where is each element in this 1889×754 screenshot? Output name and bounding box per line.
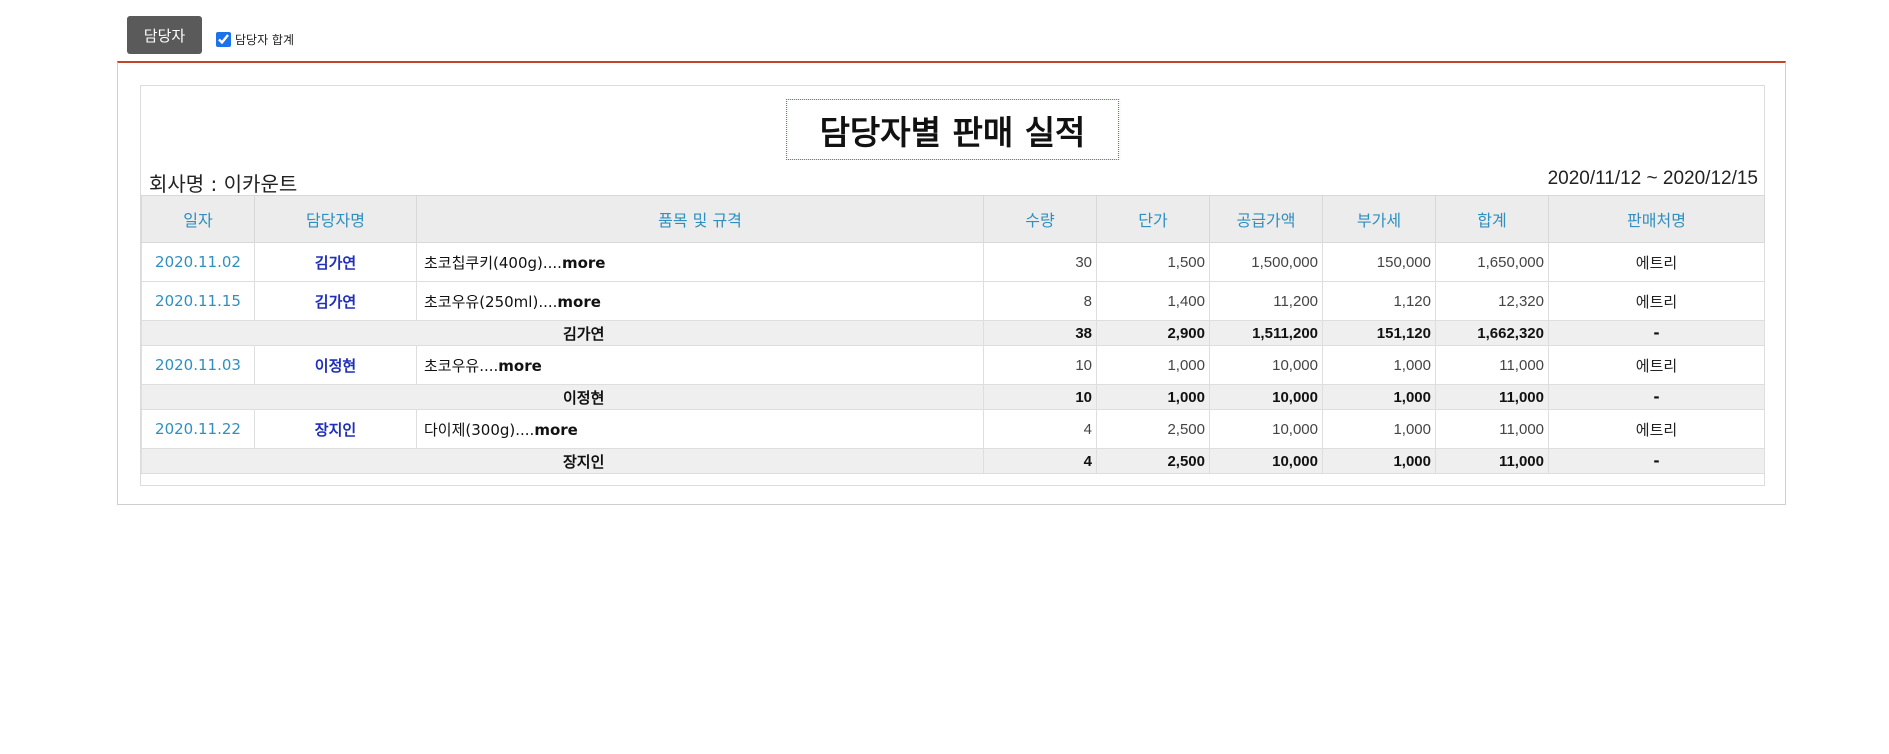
col-total: 합계 [1435,195,1549,243]
col-price: 단가 [1096,195,1210,243]
table-row: 2020.11.03 이정현 초코우유....more 10 1,000 10,… [141,345,1765,385]
row-total: 11,000 [1435,345,1549,385]
row-vat: 1,000 [1322,409,1436,449]
row-supply: 10,000 [1209,345,1323,385]
row-item: 초코우유....more [416,345,984,385]
manager-total-checkbox[interactable] [216,31,231,47]
more-link[interactable]: more [561,253,606,272]
col-date: 일자 [141,195,255,243]
subtotal-total: 11,000 [1435,448,1549,474]
row-supply: 11,200 [1209,281,1323,321]
subtotal-label: 장지인 [563,452,605,471]
col-supply: 공급가액 [1209,195,1323,243]
subtotal-vat: 1,000 [1322,384,1436,410]
row-customer: 에트리 [1548,242,1765,282]
row-manager-link[interactable]: 장지인 [254,409,417,449]
subtotal-label: 김가연 [563,324,605,343]
manager-total-toggle[interactable]: 담당자 합계 [216,31,294,48]
subtotal-qty: 10 [983,384,1097,410]
row-supply: 10,000 [1209,409,1323,449]
row-price: 1,500 [1096,242,1210,282]
toolbar: 담당자 담당자 합계 [127,16,294,54]
subtotal-supply: 10,000 [1209,448,1323,474]
row-price: 2,500 [1096,409,1210,449]
subtotal-supply: 1,511,200 [1209,320,1323,346]
subtotal-price: 1,000 [1096,384,1210,410]
row-price: 1,400 [1096,281,1210,321]
subtotal-vat: 1,000 [1322,448,1436,474]
row-manager-link[interactable]: 이정현 [254,345,417,385]
row-vat: 1,120 [1322,281,1436,321]
col-customer: 판매처명 [1548,195,1765,243]
row-supply: 1,500,000 [1209,242,1323,282]
subtotal-vat: 151,120 [1322,320,1436,346]
row-qty: 10 [983,345,1097,385]
row-total: 12,320 [1435,281,1549,321]
row-manager-link[interactable]: 김가연 [254,281,417,321]
subtotal-customer: - [1548,448,1765,474]
row-qty: 8 [983,281,1097,321]
row-price: 1,000 [1096,345,1210,385]
subtotal-supply: 10,000 [1209,384,1323,410]
subtotal-row: 김가연 38 2,900 1,511,200 151,120 1,662,320… [141,320,1765,346]
subtotal-label-cell: 김가연 [141,320,984,346]
col-vat: 부가세 [1322,195,1436,243]
report-panel: 담당자별 판매 실적 회사명 : 이카운트 2020/11/12 ~ 2020/… [117,61,1786,505]
subtotal-row: 이정현 10 1,000 10,000 1,000 11,000 - [141,384,1765,410]
manager-button[interactable]: 담당자 [127,16,202,54]
row-item: 다이제(300g)....more [416,409,984,449]
subtotal-customer: - [1548,320,1765,346]
table-header-row: 일자 담당자명 품목 및 규격 수량 단가 공급가액 부가세 합계 판매처명 [141,195,1765,243]
subtotal-total: 11,000 [1435,384,1549,410]
row-customer: 에트리 [1548,281,1765,321]
more-link[interactable]: more [498,356,542,375]
report-period: 2020/11/12 ~ 2020/12/15 [1547,168,1758,189]
more-link[interactable]: more [534,420,578,439]
subtotal-label-cell: 장지인 [141,448,984,474]
row-vat: 1,000 [1322,345,1436,385]
table-row: 2020.11.22 장지인 다이제(300g)....more 4 2,500… [141,409,1765,449]
row-item: 초코우유(250ml)....more [416,281,984,321]
table-row: 2020.11.02 김가연 초코칩쿠키(400g)....more 30 1,… [141,242,1765,282]
subtotal-label-cell: 이정현 [141,384,984,410]
row-date-link[interactable]: 2020.11.22 [141,409,255,449]
subtotal-customer: - [1548,384,1765,410]
row-customer: 에트리 [1548,345,1765,385]
row-date-link[interactable]: 2020.11.03 [141,345,255,385]
col-item: 품목 및 규격 [416,195,984,243]
row-qty: 4 [983,409,1097,449]
company-name: 회사명 : 이카운트 [149,172,298,196]
row-manager-link[interactable]: 김가연 [254,242,417,282]
row-customer: 에트리 [1548,409,1765,449]
item-name: 초코우유(250ml).... [424,292,558,311]
subtotal-qty: 4 [983,448,1097,474]
subtotal-label: 이정현 [563,388,605,407]
row-vat: 150,000 [1322,242,1436,282]
subtotal-qty: 38 [983,320,1097,346]
row-qty: 30 [983,242,1097,282]
col-manager: 담당자명 [254,195,417,243]
col-qty: 수량 [983,195,1097,243]
sales-table: 일자 담당자명 품목 및 규격 수량 단가 공급가액 부가세 합계 판매처명 2… [141,195,1765,474]
row-total: 1,650,000 [1435,242,1549,282]
item-name: 초코칩쿠키(400g).... [424,253,562,272]
item-name: 다이제(300g).... [424,420,535,439]
subtotal-row: 장지인 4 2,500 10,000 1,000 11,000 - [141,448,1765,474]
subtotal-price: 2,900 [1096,320,1210,346]
report-sheet: 담당자별 판매 실적 회사명 : 이카운트 2020/11/12 ~ 2020/… [140,85,1765,486]
table-row: 2020.11.15 김가연 초코우유(250ml)....more 8 1,4… [141,281,1765,321]
subtotal-total: 1,662,320 [1435,320,1549,346]
row-date-link[interactable]: 2020.11.02 [141,242,255,282]
manager-total-label: 담당자 합계 [235,32,295,47]
row-item: 초코칩쿠키(400g)....more [416,242,984,282]
report-title: 담당자별 판매 실적 [786,99,1119,160]
row-date-link[interactable]: 2020.11.15 [141,281,255,321]
more-link[interactable]: more [557,292,601,311]
subtotal-price: 2,500 [1096,448,1210,474]
row-total: 11,000 [1435,409,1549,449]
item-name: 초코우유.... [424,356,499,375]
